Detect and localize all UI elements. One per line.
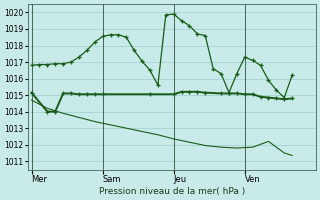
- X-axis label: Pression niveau de la mer( hPa ): Pression niveau de la mer( hPa ): [99, 187, 245, 196]
